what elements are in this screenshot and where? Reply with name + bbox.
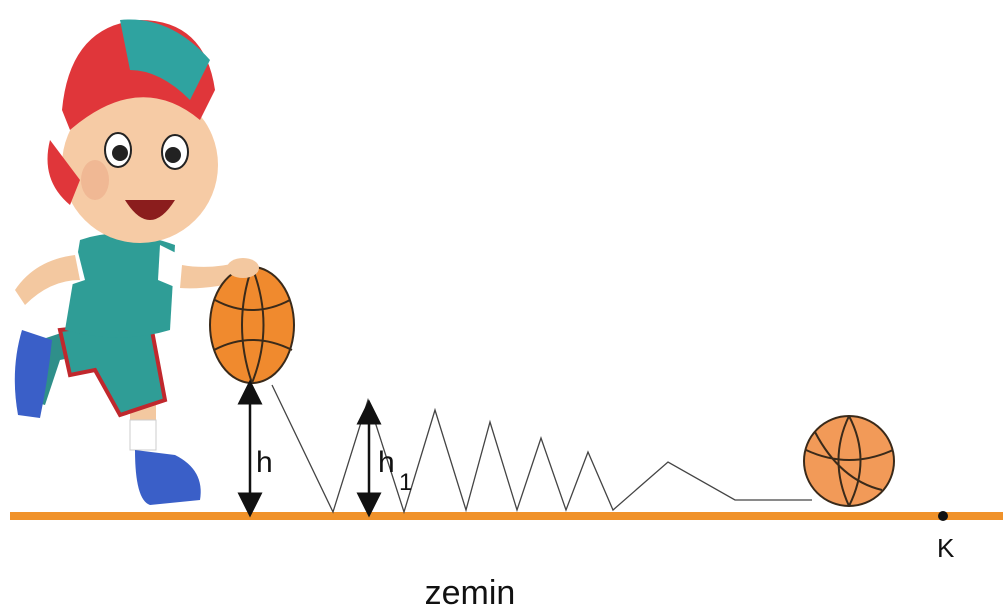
- height-subscript: 1: [399, 469, 412, 496]
- ball: [804, 416, 894, 506]
- bounce-path: [272, 385, 812, 512]
- diagram: h h 1 K zemin: [0, 0, 1003, 616]
- ground-label: zemin: [425, 574, 516, 612]
- height-label: h: [256, 446, 273, 479]
- ball: [210, 267, 294, 383]
- boy-illustration: [15, 20, 245, 506]
- point-marker: [938, 511, 948, 521]
- point-label: K: [937, 533, 955, 563]
- height-label: h: [378, 446, 395, 479]
- hand: [227, 258, 259, 278]
